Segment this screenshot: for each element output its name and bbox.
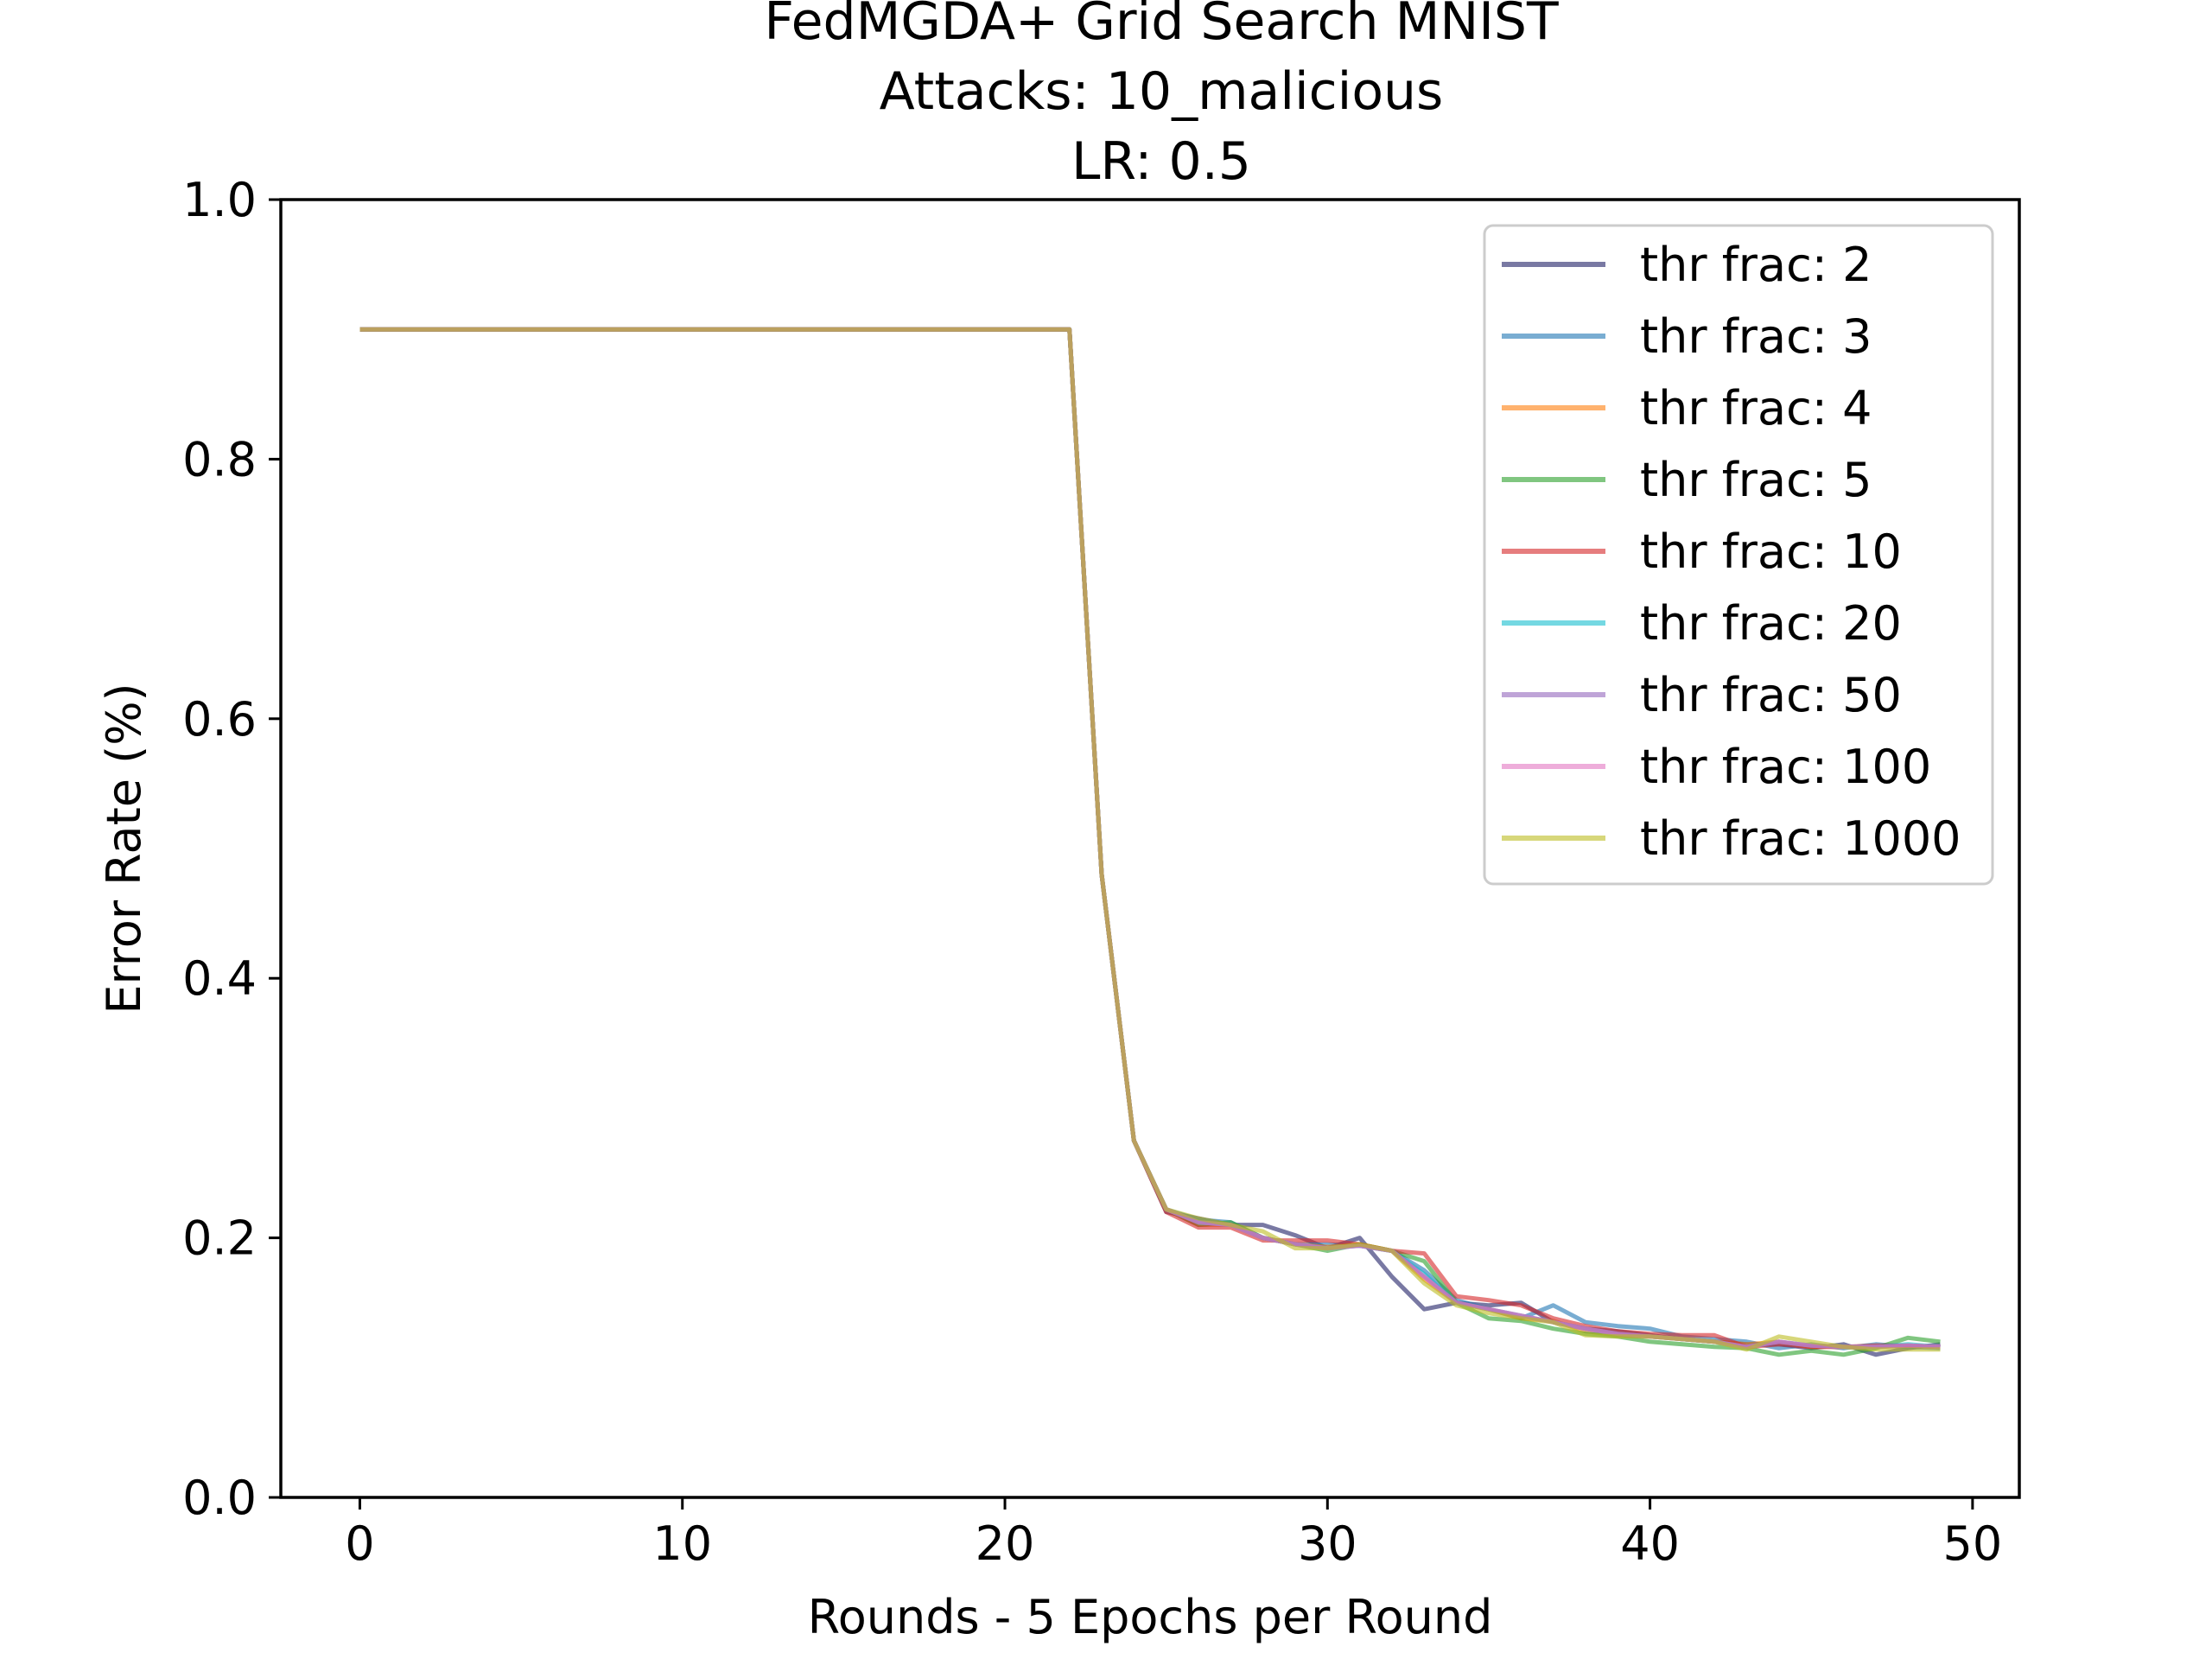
x-axis-label: Rounds - 5 Epochs per Round xyxy=(808,1590,1493,1644)
series-line-8 xyxy=(359,327,1941,1352)
legend-label-0: thr frac: 2 xyxy=(1640,238,1872,292)
y-tick-label: 0.4 xyxy=(182,951,257,1006)
y-tick-label: 0.0 xyxy=(182,1471,257,1525)
legend-label-7: thr frac: 100 xyxy=(1640,740,1931,794)
legend-label-2: thr frac: 4 xyxy=(1640,381,1872,435)
legend: thr frac: 2 thr frac: 3 thr frac: 4 thr fra… xyxy=(1483,224,1994,886)
legend-label-3: thr frac: 5 xyxy=(1640,453,1872,507)
x-tick-label: 40 xyxy=(1620,1516,1680,1571)
x-tick-label: 10 xyxy=(652,1516,712,1571)
y-tick-label: 0.2 xyxy=(182,1211,257,1266)
chart-subtitle-lr: LR: 0.5 xyxy=(1071,131,1251,192)
y-tick-label: 0.6 xyxy=(182,692,257,747)
y-tick-label: 0.8 xyxy=(182,432,257,486)
legend-label-4: thr frac: 10 xyxy=(1640,524,1902,579)
x-tick-label: 30 xyxy=(1298,1516,1357,1571)
y-axis-label: Error Rate (%) xyxy=(97,683,151,1014)
legend-label-5: thr frac: 20 xyxy=(1640,596,1902,651)
axes-layer: 0 10 20 30 40 50 0.0 0.2 0.4 0.6 0.8 1.0 xyxy=(182,173,2002,1571)
legend-label-8: thr frac: 1000 xyxy=(1640,811,1961,866)
x-tick-label: 50 xyxy=(1943,1516,2003,1571)
x-tick-label: 0 xyxy=(345,1516,374,1571)
legend-label-6: thr frac: 50 xyxy=(1640,668,1902,722)
x-tick-label: 20 xyxy=(976,1516,1035,1571)
legend-frame xyxy=(1483,224,1994,886)
legend-label-1: thr frac: 3 xyxy=(1640,309,1872,364)
plot-frame xyxy=(279,198,2021,1499)
chart-subtitle: Attacks: 10_malicious xyxy=(880,61,1444,122)
chart-title: FedMGDA+ Grid Search MNIST xyxy=(764,0,1559,52)
series-layer xyxy=(359,327,1941,1357)
y-tick-label: 1.0 xyxy=(182,173,257,227)
